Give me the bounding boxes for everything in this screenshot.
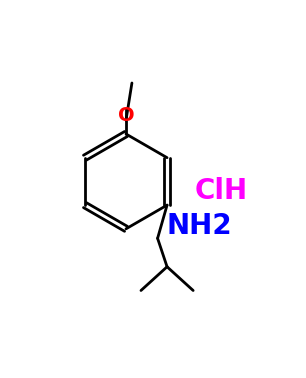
Text: ClH: ClH — [195, 177, 248, 205]
Text: NH2: NH2 — [166, 212, 232, 240]
Text: O: O — [118, 105, 134, 124]
